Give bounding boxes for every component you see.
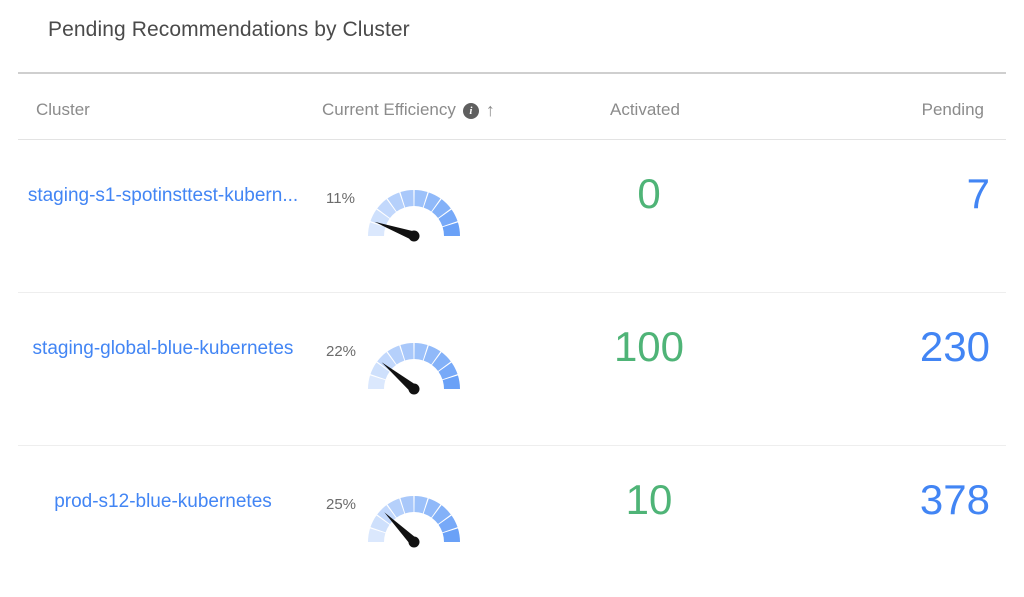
efficiency-percent-label: 22%: [326, 343, 357, 360]
sort-ascending-arrow-icon[interactable]: ↑: [485, 100, 495, 120]
column-header-current-efficiency-label: Current Efficiency: [322, 100, 456, 119]
table-row: staging-global-blue-kubernetes 22% 100 230: [18, 293, 1006, 446]
page-title: Pending Recommendations by Cluster: [48, 18, 410, 41]
current-efficiency-cell: 11%: [314, 178, 604, 268]
efficiency-gauge-arc: [368, 496, 460, 548]
efficiency-percent-label: 11%: [326, 190, 355, 207]
table-row: prod-s12-blue-kubernetes 25% 10 378: [18, 446, 1006, 597]
efficiency-gauge: 25%: [326, 484, 486, 566]
efficiency-gauge: 22%: [326, 331, 486, 413]
current-efficiency-cell: 25%: [314, 484, 604, 574]
cluster-link[interactable]: staging-global-blue-kubernetes: [32, 338, 294, 359]
efficiency-gauge-arc: [368, 190, 460, 242]
info-icon[interactable]: i: [462, 103, 479, 119]
pending-value: 7: [966, 170, 990, 217]
activated-value: 100: [613, 323, 685, 370]
pending-value: 378: [919, 476, 990, 523]
efficiency-gauge: 11%: [326, 178, 486, 260]
cluster-link[interactable]: prod-s12-blue-kubernetes: [54, 491, 272, 512]
column-header-current-efficiency[interactable]: Current Efficiency i ↑: [322, 100, 495, 120]
recommendations-table: Cluster Current Efficiency i ↑ Activated…: [18, 72, 1006, 597]
column-header-pending[interactable]: Pending: [921, 100, 984, 119]
current-efficiency-cell: 22%: [314, 331, 604, 421]
column-header-cluster[interactable]: Cluster: [36, 100, 90, 119]
pending-value: 230: [919, 323, 990, 370]
table-header-row: Cluster Current Efficiency i ↑ Activated…: [18, 72, 1006, 140]
cluster-link[interactable]: staging-s1-spotinsttest-kubern...: [27, 185, 299, 206]
activated-value: 10: [625, 476, 673, 523]
efficiency-gauge-arc: [368, 343, 460, 395]
table-row: staging-s1-spotinsttest-kubern... 11% 0 7: [18, 140, 1006, 293]
column-header-activated[interactable]: Activated: [610, 100, 680, 119]
efficiency-percent-label: 25%: [326, 496, 357, 513]
activated-value: 0: [637, 170, 661, 217]
